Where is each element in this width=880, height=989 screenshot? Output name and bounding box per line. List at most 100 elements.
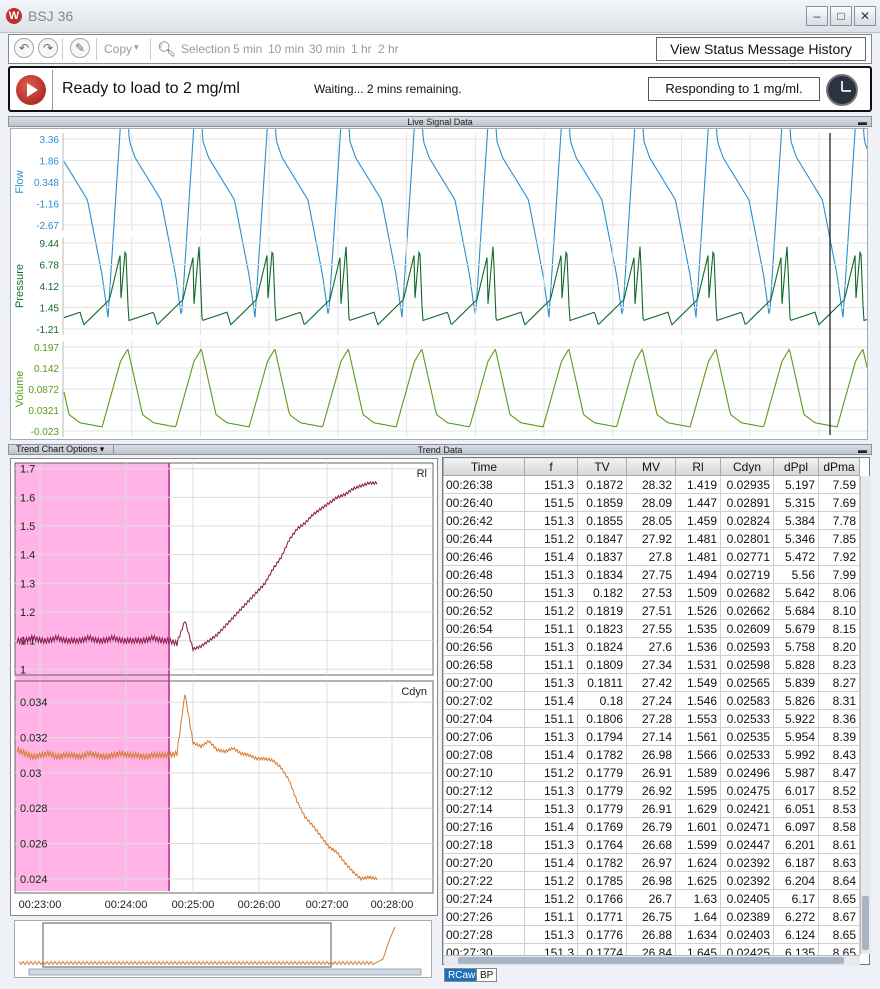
table-row[interactable]: 00:26:50 151.3 0.182 27.53 1.509 0.02682 5.642… [443, 583, 860, 602]
table-cell: 151.3 [524, 583, 578, 602]
overview-strip[interactable] [14, 920, 432, 978]
clock-icon[interactable] [826, 74, 858, 106]
table-row[interactable]: 00:27:22 151.2 0.1785 26.98 1.625 0.02392 6.20… [443, 871, 860, 890]
collapse-live-button[interactable]: ▬ [858, 117, 867, 127]
tab-rcaw[interactable]: RCaw [444, 968, 480, 982]
table-cell: 8.52 [818, 781, 860, 800]
table-cell: 0.02475 [720, 781, 774, 800]
column-header-cdyn[interactable]: Cdyn [720, 458, 774, 476]
column-header-time[interactable]: Time [443, 458, 525, 476]
table-row[interactable]: 00:26:40 151.5 0.1859 28.09 1.447 0.02891 5.31… [443, 493, 860, 512]
column-header-dpma[interactable]: dPma [818, 458, 860, 476]
pressure-waveform [63, 246, 867, 326]
table-cell: 5.642 [773, 583, 819, 602]
table-row[interactable]: 00:26:44 151.2 0.1847 27.92 1.481 0.02801 5.34… [443, 529, 860, 548]
time-tick-label: 00:28:00 [371, 899, 414, 911]
table-row[interactable]: 00:26:56 151.3 0.1824 27.6 1.536 0.02593 5.758… [443, 637, 860, 656]
table-cell: 7.59 [818, 475, 860, 494]
table-cell: 8.65 [818, 925, 860, 944]
table-row[interactable]: 00:26:42 151.3 0.1855 28.05 1.459 0.02824 5.38… [443, 511, 860, 530]
table-row[interactable]: 00:27:12 151.3 0.1779 26.92 1.595 0.02475 6.01… [443, 781, 860, 800]
trend-table: Time f TV MV Rl Cdyn dPpl dPma 00:26:38 151.3 0.1… [443, 458, 860, 964]
edit-pencil-icon[interactable]: ✎ [70, 38, 90, 58]
table-cell: 8.58 [818, 817, 860, 836]
maximize-button[interactable]: □ [830, 6, 852, 26]
table-row[interactable]: 00:27:16 151.4 0.1769 26.79 1.601 0.02471 6.09… [443, 817, 860, 836]
range-1hr-button[interactable]: 1 hr [351, 42, 372, 56]
table-vertical-scrollbar[interactable] [860, 476, 871, 954]
trend-tick-label: 1 [20, 664, 26, 676]
table-cell: 27.51 [626, 601, 676, 620]
tab-bp[interactable]: BP [476, 968, 498, 982]
table-cell: 6.201 [773, 835, 819, 854]
table-row[interactable]: 00:27:14 151.3 0.1779 26.91 1.629 0.02421 6.05… [443, 799, 860, 818]
table-row[interactable]: 00:27:02 151.4 0.18 27.24 1.546 0.02583 5.826 8… [443, 691, 860, 710]
table-row[interactable]: 00:27:20 151.4 0.1782 26.97 1.624 0.02392 6.18… [443, 853, 860, 872]
table-row[interactable]: 00:26:54 151.1 0.1823 27.55 1.535 0.02609 5.67… [443, 619, 860, 638]
table-cell: 26.91 [626, 799, 676, 818]
column-header-dppl[interactable]: dPpl [773, 458, 819, 476]
copy-button[interactable]: Copy [104, 42, 133, 56]
table-horizontal-scrollbar[interactable] [444, 955, 860, 966]
table-row[interactable]: 00:27:10 151.2 0.1779 26.91 1.589 0.02496 5.98… [443, 763, 860, 782]
table-cell: 1.535 [675, 619, 721, 638]
column-header-tv[interactable]: TV [577, 458, 627, 476]
table-cell: 0.1811 [577, 673, 627, 692]
table-scroll-thumb[interactable] [862, 896, 869, 950]
table-cell: 151.3 [524, 511, 578, 530]
volume-axis-label: Volume [14, 371, 26, 408]
table-row[interactable]: 00:26:38 151.3 0.1872 28.32 1.419 0.02935 5.19… [443, 475, 860, 494]
column-header-rl[interactable]: Rl [675, 458, 721, 476]
table-row[interactable]: 00:26:48 151.3 0.1834 27.75 1.494 0.02719 5.56… [443, 565, 860, 584]
table-hscroll-thumb[interactable] [458, 957, 844, 964]
table-row[interactable]: 00:26:58 151.1 0.1809 27.34 1.531 0.02598 5.82… [443, 655, 860, 674]
table-cell: 8.36 [818, 709, 860, 728]
table-cell: 00:26:54 [443, 619, 525, 638]
table-row[interactable]: 00:27:24 151.2 0.1766 26.7 1.63 0.02405 6.17 8.… [443, 889, 860, 908]
trend-tick-label: 1.3 [20, 578, 35, 590]
column-header-mv[interactable]: MV [626, 458, 676, 476]
table-cell: 5.197 [773, 475, 819, 494]
table-cell: 27.55 [626, 619, 676, 638]
table-row[interactable]: 00:27:28 151.3 0.1776 26.88 1.634 0.02403 6.12… [443, 925, 860, 944]
column-header-f[interactable]: f [524, 458, 578, 476]
undo-icon[interactable]: ↶ [14, 38, 34, 58]
table-row[interactable]: 00:27:18 151.3 0.1764 26.68 1.599 0.02447 6.20… [443, 835, 860, 854]
table-cell: 00:27:12 [443, 781, 525, 800]
table-cell: 0.1771 [577, 907, 627, 926]
table-row[interactable]: 00:27:06 151.3 0.1794 27.14 1.561 0.02535 5.95… [443, 727, 860, 746]
trend-options-dropdown[interactable]: Trend Chart Options ▾ [10, 444, 114, 455]
zoom-icon[interactable]: 🔍︎ [157, 41, 177, 58]
table-cell: 0.02801 [720, 529, 774, 548]
view-status-history-button[interactable]: View Status Message History [656, 37, 866, 61]
table-cell: 8.15 [818, 619, 860, 638]
trend-subchart-frame [14, 462, 434, 676]
responding-button[interactable]: Responding to 1 mg/ml. [648, 77, 820, 101]
table-row[interactable]: 00:27:00 151.3 0.1811 27.42 1.549 0.02565 5.83… [443, 673, 860, 692]
table-cell: 5.315 [773, 493, 819, 512]
table-cell: 00:27:08 [443, 745, 525, 764]
table-cell: 5.839 [773, 673, 819, 692]
table-cell: 8.23 [818, 655, 860, 674]
table-cell: 1.64 [675, 907, 721, 926]
table-cell: 5.679 [773, 619, 819, 638]
table-cell: 00:27:22 [443, 871, 525, 890]
table-row[interactable]: 00:27:26 151.1 0.1771 26.75 1.64 0.02389 6.272… [443, 907, 860, 926]
table-row[interactable]: 00:27:08 151.4 0.1782 26.98 1.566 0.02533 5.99… [443, 745, 860, 764]
range-30min-button[interactable]: 30 min [309, 42, 346, 56]
range-2hr-button[interactable]: 2 hr [378, 42, 399, 56]
redo-icon[interactable]: ↷ [38, 38, 58, 58]
close-button[interactable]: ✕ [854, 6, 876, 26]
range-10min-button[interactable]: 10 min [268, 42, 305, 56]
table-row[interactable]: 00:26:52 151.2 0.1819 27.51 1.526 0.02662 5.68… [443, 601, 860, 620]
minimize-button[interactable]: – [806, 6, 828, 26]
table-row[interactable]: 00:27:04 151.1 0.1806 27.28 1.553 0.02533 5.92… [443, 709, 860, 728]
collapse-trend-button[interactable]: ▬ [858, 445, 867, 455]
chevron-down-icon[interactable]: ▾ [134, 42, 139, 52]
play-button[interactable] [10, 70, 53, 110]
range-5min-button[interactable]: 5 min [233, 42, 263, 56]
selection-button[interactable]: Selection [181, 42, 231, 56]
table-cell: 27.24 [626, 691, 676, 710]
table-row[interactable]: 00:26:46 151.4 0.1837 27.8 1.481 0.02771 5.472… [443, 547, 860, 566]
selection-highlight [15, 463, 169, 891]
